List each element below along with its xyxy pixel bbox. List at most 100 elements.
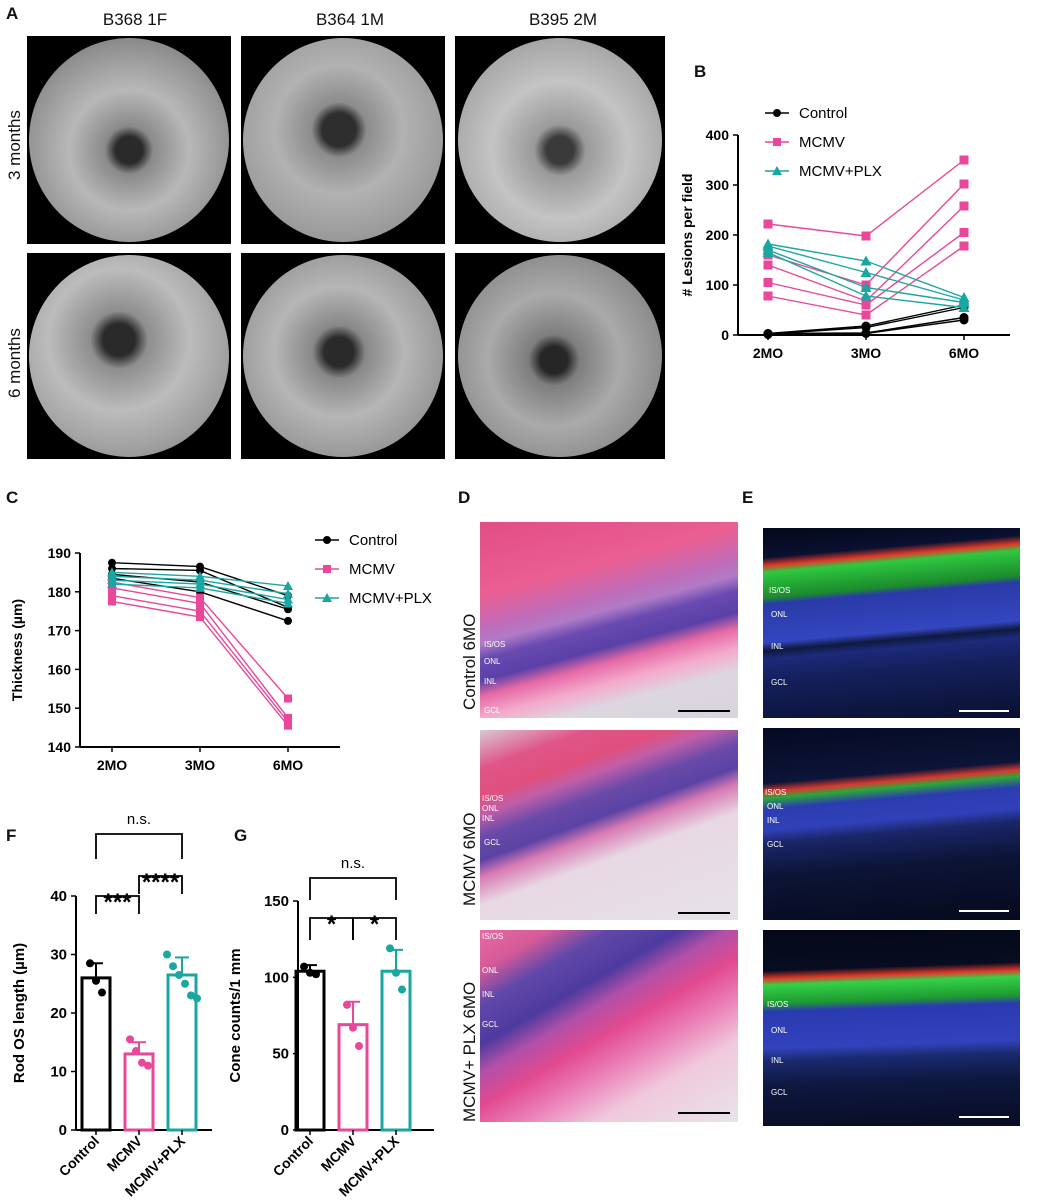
row-label-mcmv-6mo: MCMV 6MO <box>460 812 479 907</box>
y-tick-label: 180 <box>48 584 72 600</box>
data-point <box>108 591 116 600</box>
data-point <box>959 201 969 211</box>
he-image-control: IS/OS ONL INL GCL <box>480 522 738 718</box>
data-point <box>322 593 332 602</box>
row-label-control-6mo: Control 6MO <box>460 613 479 710</box>
y-axis-label: Rod OS length (µm) <box>11 943 28 1083</box>
y-tick-label: 10 <box>50 1064 67 1081</box>
data-point <box>126 1035 134 1044</box>
fluorescence-image-control: IS/OS ONL INL GCL <box>763 528 1020 718</box>
y-tick-label: 100 <box>706 277 730 293</box>
x-tick-label: MCMV <box>318 1132 360 1174</box>
x-tick-label: 2MO <box>753 345 783 361</box>
data-point <box>196 599 204 608</box>
y-tick-label: 150 <box>48 700 72 716</box>
x-tick-label: Control <box>270 1133 317 1180</box>
y-tick-label: 150 <box>264 893 289 910</box>
fundus-image-b395-6mo <box>455 253 665 459</box>
y-tick-label: 0 <box>59 1122 67 1139</box>
y-tick-label: 30 <box>50 947 67 964</box>
data-point <box>773 109 781 117</box>
fluorescence-image-mcmv-plx: IS/OS ONL INL GCL <box>763 930 1020 1126</box>
significance-label: n.s. <box>127 811 151 828</box>
row-label-6-months: 6 months <box>5 328 24 398</box>
y-axis-label: Cone counts/1 mm <box>227 948 244 1082</box>
data-point <box>193 994 201 1003</box>
data-point <box>860 290 872 301</box>
data-point <box>959 179 969 189</box>
chart-c-thickness: 140 150 160 170 180 190 2MO 3MO 6MO Thickness (µm… <box>9 532 432 773</box>
row-label-mcmv-plx-6mo: MCMV+ PLX 6MO <box>460 981 479 1122</box>
x-tick-label: 3MO <box>851 345 881 361</box>
scale-bar <box>678 912 730 914</box>
data-point <box>762 247 774 257</box>
fundus-image-b368-3mo <box>27 36 231 244</box>
data-point <box>860 267 872 277</box>
data-point <box>860 255 872 266</box>
data-point <box>959 228 969 237</box>
y-axis-label: Thickness (µm) <box>9 599 25 701</box>
data-point <box>187 991 195 1000</box>
y-tick-label: 140 <box>48 739 72 755</box>
row-label-3-months: 3 months <box>5 110 24 180</box>
data-point <box>283 580 293 590</box>
data-point <box>132 1047 140 1056</box>
y-axis-label: # Lesions per field <box>679 174 695 297</box>
scale-bar <box>678 710 730 712</box>
significance-label: * <box>370 911 380 938</box>
panel-letter-d: D <box>458 488 471 507</box>
x-tick-label: 2MO <box>97 757 127 773</box>
scale-bar <box>959 910 1009 912</box>
legend-label: MCMV+PLX <box>349 590 432 607</box>
significance-bracket <box>138 875 183 894</box>
data-point <box>284 721 292 730</box>
data-point <box>323 536 331 544</box>
data-point <box>108 558 116 567</box>
he-image-mcmv-plx: IS/OS ONL INL GCL <box>480 930 738 1122</box>
data-point <box>763 278 773 287</box>
significance-bracket <box>95 833 183 859</box>
fundus-image-b368-6mo <box>27 253 231 459</box>
data-point <box>959 315 969 325</box>
data-point <box>398 985 406 994</box>
data-point <box>861 329 871 338</box>
column-label-b395: B395 2M <box>528 10 598 29</box>
legend-label: Control <box>799 105 847 122</box>
significance-label: n.s. <box>341 855 365 872</box>
data-point <box>92 976 100 985</box>
data-point <box>349 1023 357 1032</box>
data-point <box>392 968 400 977</box>
data-point <box>386 944 394 953</box>
data-point <box>196 613 204 622</box>
data-point <box>306 968 314 977</box>
data-point <box>98 988 106 997</box>
data-point <box>300 962 308 971</box>
x-tick-label: 3MO <box>185 757 215 773</box>
data-point <box>763 219 773 229</box>
data-point <box>861 310 871 320</box>
panel-letter-g: G <box>234 826 248 845</box>
y-tick-label: 0 <box>721 327 729 343</box>
data-point <box>86 959 94 968</box>
chart-b-lesions: 0 100 200 300 400 2MO 3MO 6MO # Lesions per fiel… <box>679 105 1010 361</box>
y-tick-label: 160 <box>48 661 72 677</box>
data-point <box>763 260 773 270</box>
x-tick-label: Control <box>56 1133 103 1180</box>
data-point <box>958 302 970 312</box>
data-point <box>283 598 293 608</box>
bar <box>80 976 112 1132</box>
data-point <box>138 1058 146 1067</box>
data-point <box>763 330 773 339</box>
x-tick-label: MCMV <box>104 1132 146 1174</box>
column-label-b368: B368 1F <box>102 10 168 29</box>
data-point <box>169 962 177 971</box>
data-point <box>196 566 204 575</box>
y-tick-label: 190 <box>48 545 72 561</box>
column-label-b364: B364 1M <box>315 10 385 29</box>
data-point <box>284 616 292 625</box>
data-point <box>195 582 205 592</box>
data-point <box>283 588 293 598</box>
significance-label: *** <box>103 889 132 916</box>
significance-label: * <box>327 911 337 938</box>
